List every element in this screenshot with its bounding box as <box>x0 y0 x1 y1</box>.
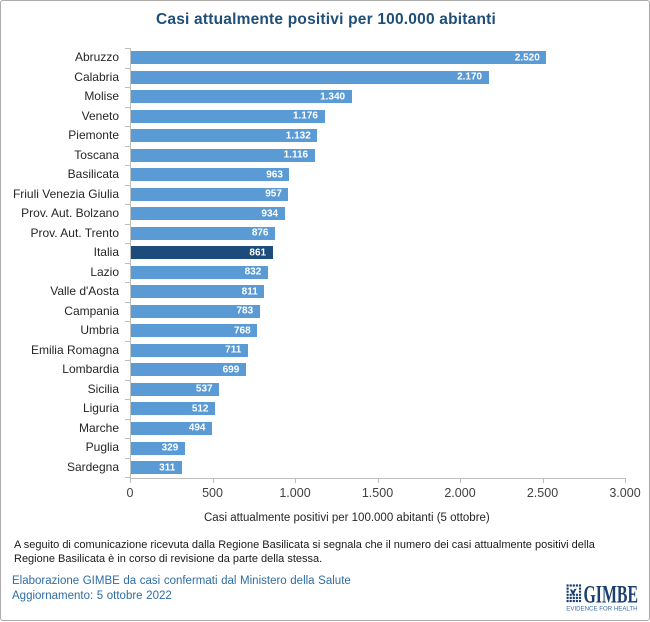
svg-text:EVIDENCE FOR HEALTH: EVIDENCE FOR HEALTH <box>566 606 637 613</box>
svg-text:GIMBE: GIMBE <box>584 583 639 609</box>
